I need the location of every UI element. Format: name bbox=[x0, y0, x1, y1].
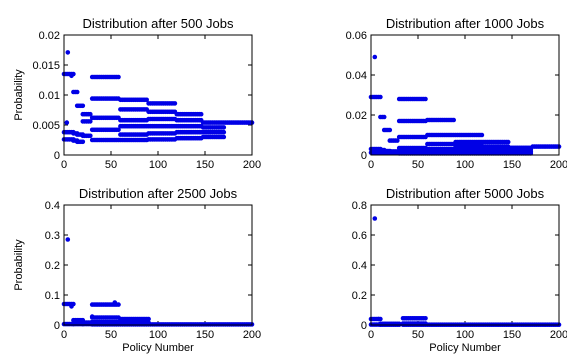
data-point bbox=[221, 125, 227, 130]
panel-4: Distribution after 5000 Jobs 0 0.2 0.4 0.6 0.… bbox=[352, 186, 567, 354]
data-point bbox=[381, 114, 387, 120]
data-point bbox=[65, 50, 71, 55]
panel-title: Distribution after 500 Jobs bbox=[82, 16, 234, 31]
y-tick-label: 0.4 bbox=[352, 260, 367, 272]
data-point bbox=[144, 97, 149, 103]
panel-3: Distribution after 2500 Jobs 0 0.1 0.2 0.3 0.… bbox=[13, 186, 261, 354]
y-axis-label: Probability bbox=[13, 69, 25, 121]
data-point bbox=[372, 54, 378, 60]
x-tick-label: 0 bbox=[368, 329, 374, 341]
y-tick-label: 0 bbox=[361, 150, 367, 162]
y-tick-label: 0 bbox=[54, 320, 60, 332]
x-tick-label: 0 bbox=[61, 159, 67, 171]
y-tick-label: 0 bbox=[54, 150, 60, 162]
panel-title: Distribution after 1000 Jobs bbox=[386, 16, 545, 31]
x-tick-label: 100 bbox=[456, 159, 474, 171]
data-point bbox=[372, 216, 378, 221]
panel-1: Distribution after 500 Jobs 0 0.005 0.01 0.0… bbox=[13, 16, 261, 171]
x-tick-label: 200 bbox=[243, 159, 261, 171]
x-tick-label: 200 bbox=[550, 159, 567, 171]
data-point bbox=[146, 316, 151, 322]
y-tick-label: 0.005 bbox=[32, 120, 60, 132]
y-tick-label: 0.1 bbox=[45, 290, 60, 302]
x-tick-label: 0 bbox=[368, 159, 374, 171]
data-point bbox=[112, 300, 118, 305]
data-point bbox=[116, 74, 121, 80]
data-point bbox=[89, 314, 95, 319]
data-point bbox=[116, 302, 121, 307]
data-point bbox=[69, 304, 74, 309]
y-tick-label: 0 bbox=[361, 320, 367, 332]
plot-frame bbox=[370, 34, 560, 156]
x-tick-label: 50 bbox=[412, 329, 424, 341]
data-point bbox=[370, 149, 376, 155]
data-point bbox=[65, 237, 71, 242]
data-point bbox=[221, 129, 227, 135]
x-tick-label: 150 bbox=[196, 159, 214, 171]
y-tick-label: 0.01 bbox=[39, 90, 60, 102]
x-tick-label: 150 bbox=[503, 159, 521, 171]
data-point bbox=[479, 132, 485, 138]
panel-2: Distribution after 1000 Jobs 0 0.02 0.04 0.0… bbox=[346, 16, 567, 171]
x-tick-label: 50 bbox=[412, 159, 424, 171]
x-tick-label: 200 bbox=[243, 329, 261, 341]
data-point bbox=[376, 316, 381, 322]
x-tick-label: 200 bbox=[550, 329, 567, 341]
data-point bbox=[423, 96, 428, 102]
y-tick-label: 0.02 bbox=[39, 30, 60, 42]
x-tick-label: 100 bbox=[149, 159, 167, 171]
data-point bbox=[505, 139, 511, 145]
y-tick-label: 0.3 bbox=[45, 230, 60, 242]
plot-frame bbox=[63, 34, 253, 156]
x-tick-label: 50 bbox=[105, 159, 117, 171]
data-point bbox=[69, 73, 74, 79]
x-tick-label: 50 bbox=[105, 329, 117, 341]
data-point bbox=[198, 111, 204, 117]
data-point bbox=[395, 138, 400, 143]
x-axis-label: Policy Number bbox=[122, 342, 194, 354]
y-tick-label: 0.4 bbox=[45, 200, 60, 212]
x-tick-label: 100 bbox=[149, 329, 167, 341]
data-point bbox=[80, 103, 86, 109]
data-point bbox=[387, 127, 393, 133]
data-point bbox=[116, 127, 121, 133]
panel-title: Distribution after 5000 Jobs bbox=[386, 186, 545, 201]
x-tick-label: 150 bbox=[503, 329, 521, 341]
y-tick-label: 0.06 bbox=[346, 30, 367, 42]
data-point bbox=[64, 120, 70, 125]
y-axis-label: Probability bbox=[13, 239, 25, 291]
x-tick-label: 150 bbox=[196, 329, 214, 341]
y-tick-label: 0.2 bbox=[352, 290, 367, 302]
x-tick-label: 0 bbox=[61, 329, 67, 341]
data-point bbox=[80, 139, 86, 145]
y-tick-label: 0.8 bbox=[352, 200, 367, 212]
data-point bbox=[74, 89, 80, 95]
data-point bbox=[88, 133, 93, 139]
plot-frame bbox=[63, 204, 253, 326]
y-tick-label: 0.015 bbox=[32, 60, 60, 72]
y-tick-label: 0.2 bbox=[45, 260, 60, 272]
data-point bbox=[423, 316, 428, 321]
panel-title: Distribution after 2500 Jobs bbox=[79, 186, 238, 201]
y-tick-label: 0.04 bbox=[346, 70, 367, 82]
y-tick-label: 0.6 bbox=[352, 230, 367, 242]
plot-frame bbox=[370, 204, 560, 326]
y-tick-label: 0.02 bbox=[346, 110, 367, 122]
x-tick-label: 100 bbox=[456, 329, 474, 341]
data-point bbox=[221, 134, 227, 140]
data-point bbox=[88, 111, 93, 117]
data-point bbox=[451, 117, 457, 123]
data-point bbox=[378, 94, 383, 100]
x-axis-label: Policy Number bbox=[429, 342, 501, 354]
data-point bbox=[88, 119, 93, 124]
data-point bbox=[172, 101, 178, 106]
